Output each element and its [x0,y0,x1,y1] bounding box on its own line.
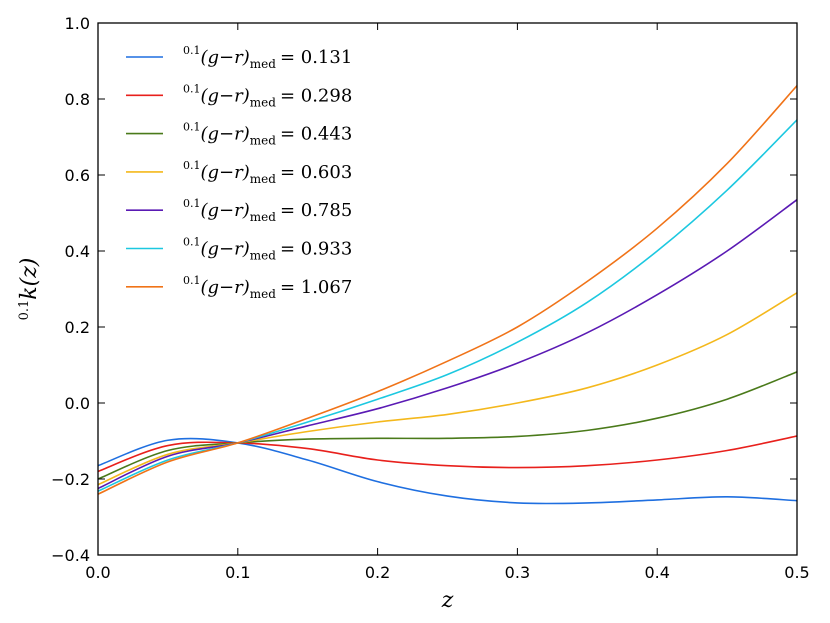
series-layer [98,85,797,505]
legend-label-superscript: 0.1 [183,274,201,287]
legend-item-5: 0.1(g−r)med = 0.785 [126,197,352,224]
legend-label-superscript: 0.1 [183,197,201,210]
y-tick-label: 1.0 [65,14,90,33]
legend-item-3: 0.1(g−r)med = 0.443 [126,121,352,148]
legend-label-subscript: med [250,249,276,263]
legend-label-base: (g−r) [201,124,250,145]
series-line-1 [98,437,797,505]
legend-label: 0.1(g−r)med = 1.067 [183,274,352,301]
legend-label-superscript: 0.1 [183,236,201,249]
plot-frame [97,22,798,556]
series-line-2 [98,435,797,473]
x-tick-label: 0.2 [365,563,390,582]
legend-label-value: = 0.603 [280,162,352,183]
legend-label-base: (g−r) [201,277,250,298]
legend-label-base: (g−r) [201,200,250,221]
legend-label-superscript: 0.1 [183,82,201,95]
x-tick-label: 0.1 [225,563,250,582]
legend-label: 0.1(g−r)med = 0.933 [183,236,352,263]
legend-item-6: 0.1(g−r)med = 0.933 [126,236,352,263]
y-axis-label: 0.1k(z) [17,258,42,321]
x-axis-label: z [441,588,454,613]
legend-label-subscript: med [250,57,276,71]
y-tick-label: 0.8 [65,90,90,109]
series-line-5 [98,199,797,490]
legend-label-value: = 1.067 [280,277,352,298]
legend-label-value: = 0.298 [280,85,352,106]
x-tick-label: 0.3 [505,563,530,582]
legend-label-base: (g−r) [201,85,250,106]
legend-label-value: = 0.933 [280,239,352,260]
x-tick-label: 0.4 [644,563,669,582]
legend-item-4: 0.1(g−r)med = 0.603 [126,159,352,186]
legend-label: 0.1(g−r)med = 0.131 [183,44,352,71]
y-axis-label-main: k(z) [17,258,42,300]
legend-label-subscript: med [250,134,276,148]
y-tick-label: −0.2 [51,470,90,489]
legend-label-superscript: 0.1 [183,121,201,134]
legend-label: 0.1(g−r)med = 0.603 [183,159,352,186]
y-tick-label: −0.4 [51,546,90,565]
legend-label: 0.1(g−r)med = 0.785 [183,197,352,224]
legend-label-value: = 0.443 [280,124,352,145]
legend-label-base: (g−r) [201,47,250,68]
legend-label-superscript: 0.1 [183,44,201,57]
legend-label-subscript: med [250,287,276,301]
series-line-7 [98,85,797,495]
y-tick-label: 0.4 [65,242,90,261]
legend-label-base: (g−r) [201,239,250,260]
ticks-layer: 0.0 0.1 0.2 0.3 0.4 0.5 −0.4 −0.2 0.0 0.2 0.4 0.6 0.… [51,14,810,582]
legend-label: 0.1(g−r)med = 0.443 [183,121,352,148]
y-tick-label: 0.2 [65,318,90,337]
legend-item-2: 0.1(g−r)med = 0.298 [126,82,352,109]
y-tick-label: 0.6 [65,166,90,185]
legend-label-superscript: 0.1 [183,159,201,172]
legend-label-subscript: med [250,210,276,224]
x-tick-label: 0.5 [784,563,809,582]
legend-label-subscript: med [250,172,276,186]
y-tick-label: 0.0 [65,394,90,413]
x-tick-label: 0.0 [85,563,110,582]
y-axis-label-superscript: 0.1 [17,300,32,321]
series-line-3 [98,371,797,480]
legend-item-7: 0.1(g−r)med = 1.067 [126,274,352,301]
legend-label-subscript: med [250,95,276,109]
legend-item-1: 0.1(g−r)med = 0.131 [126,44,352,71]
legend-label-base: (g−r) [201,162,250,183]
legend-label: 0.1(g−r)med = 0.298 [183,82,352,109]
legend-label-value: = 0.785 [280,200,352,221]
legend-label-value: = 0.131 [280,47,352,68]
